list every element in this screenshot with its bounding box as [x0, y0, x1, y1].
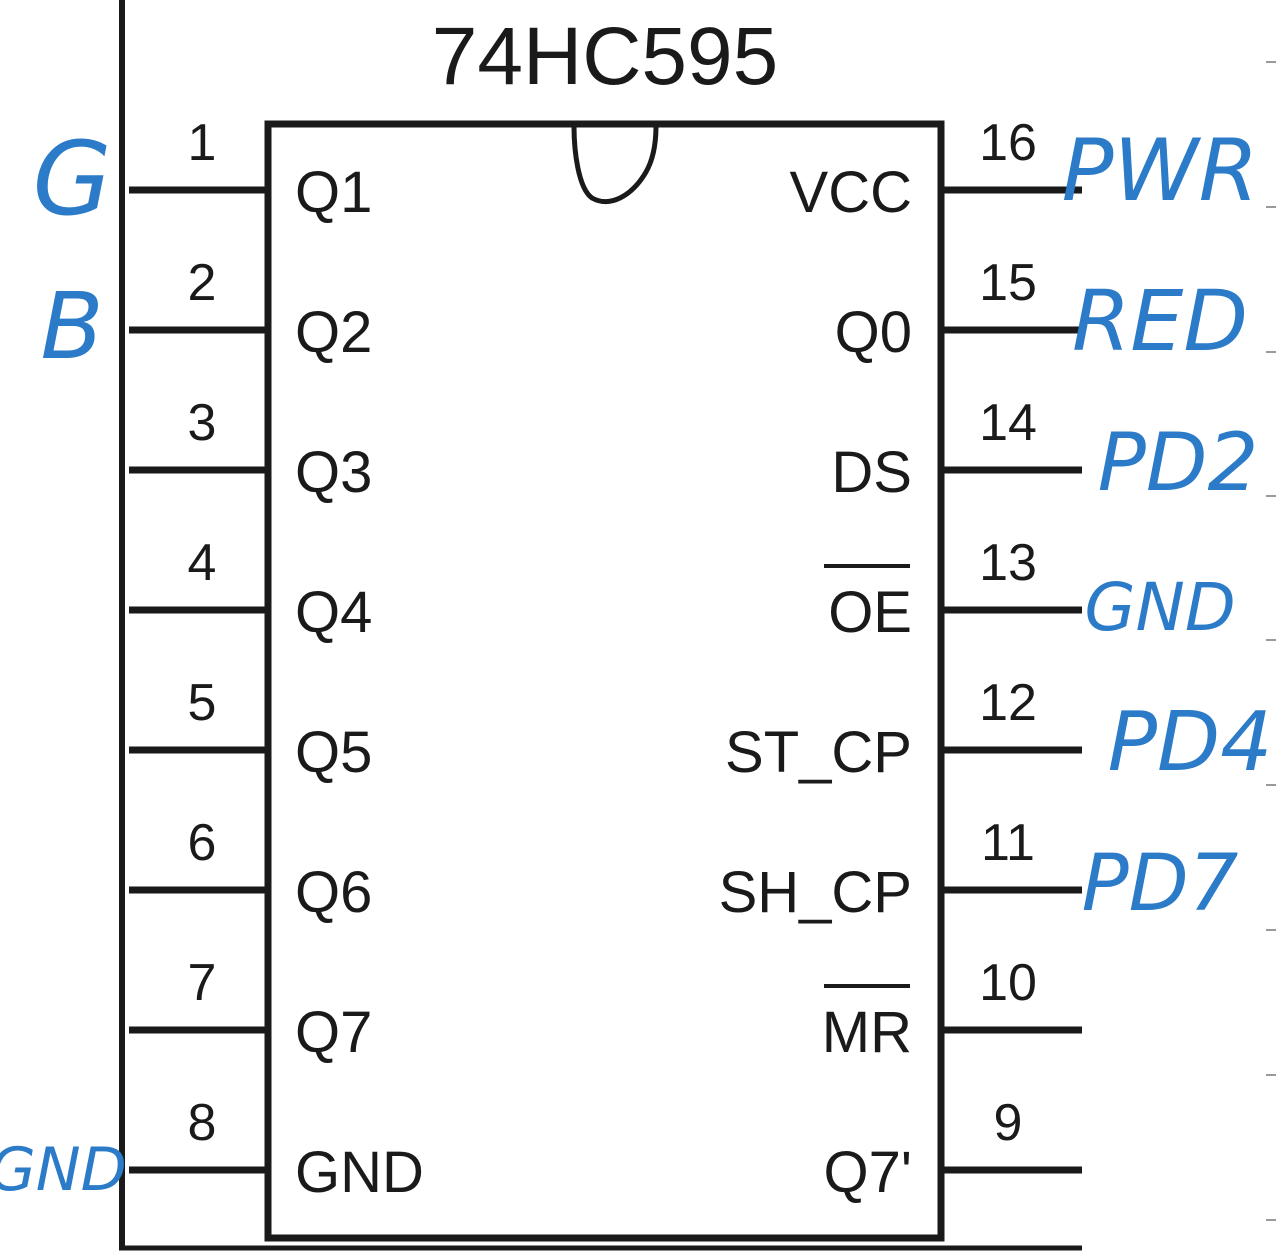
edge-ticks — [1266, 61, 1276, 1221]
pin-name: Q3 — [295, 440, 372, 505]
pin-name: DS — [831, 440, 912, 505]
pin-annotation: PD7 — [1082, 839, 1239, 929]
pin-number: 16 — [979, 114, 1037, 172]
pin-name: Q1 — [295, 160, 372, 225]
pin-2: 2 Q2 B — [40, 254, 372, 380]
pin-number: 12 — [979, 674, 1037, 732]
pin-11: 11 SH_CP PD7 — [719, 814, 1239, 929]
pin-annotation: PD2 — [1098, 416, 1259, 509]
chip-body — [264, 120, 945, 1242]
pin-name: OE — [828, 580, 912, 645]
pin-12: 12 ST_CP PD4 — [725, 674, 1272, 790]
pin-number: 14 — [979, 394, 1037, 452]
pin-annotation: G — [32, 120, 111, 239]
pin-annotation: GND — [0, 1135, 127, 1205]
pin-number: 11 — [981, 814, 1035, 872]
pin-4: 4 Q4 — [129, 534, 372, 645]
chip-title: 74HC595 — [432, 11, 778, 102]
pin-number: 4 — [188, 534, 217, 592]
orientation-notch — [571, 123, 659, 205]
pin-name: Q5 — [295, 720, 372, 785]
left-pins: 1 Q1 G 2 Q2 B 3 Q3 4 Q4 5 Q5 6 Q6 7 Q7 8 GND GND — [0, 114, 424, 1205]
pin-15: 15 Q0 RED — [835, 254, 1248, 370]
pin-5: 5 Q5 — [129, 674, 372, 785]
pin-14: 14 DS PD2 — [831, 394, 1258, 509]
pin-number: 10 — [979, 954, 1037, 1012]
pin-number: 15 — [979, 254, 1037, 312]
pin-annotation: RED — [1072, 272, 1248, 370]
pin-name: ST_CP — [725, 720, 912, 785]
pin-3: 3 Q3 — [129, 394, 372, 505]
pin-number: 7 — [188, 954, 217, 1012]
pin-number: 13 — [979, 534, 1037, 592]
pin-16: 16 VCC PWR — [790, 114, 1259, 225]
pin-name: Q6 — [295, 860, 372, 925]
pin-name: Q7' — [824, 1140, 912, 1205]
pin-number: 5 — [188, 674, 217, 732]
pin-number: 1 — [188, 114, 217, 172]
pin-9: 9 Q7' — [824, 1094, 1082, 1205]
pin-8: 8 GND GND — [0, 1094, 424, 1205]
pin-10: 10 MR — [822, 954, 1082, 1065]
pin-name: VCC — [790, 160, 912, 225]
pin-7: 7 Q7 — [129, 954, 372, 1065]
pin-number: 9 — [994, 1094, 1023, 1152]
pin-1: 1 Q1 G — [32, 114, 372, 239]
pin-name: Q4 — [295, 580, 372, 645]
pin-name: Q2 — [295, 300, 372, 365]
pin-13: 13 OE GND — [824, 534, 1236, 646]
pin-annotation: GND — [1084, 569, 1235, 646]
pin-annotation: PD4 — [1108, 695, 1273, 790]
pin-annotation: PWR — [1062, 121, 1259, 221]
pin-name: SH_CP — [719, 860, 912, 925]
pin-number: 8 — [188, 1094, 217, 1152]
pin-name: MR — [822, 1000, 912, 1065]
pin-name: Q0 — [835, 300, 912, 365]
pin-name: GND — [295, 1140, 424, 1205]
pin-annotation: B — [40, 273, 103, 380]
pin-name: Q7 — [295, 1000, 372, 1065]
pin-number: 3 — [188, 394, 217, 452]
pin-number: 6 — [188, 814, 217, 872]
pin-number: 2 — [188, 254, 217, 312]
pin-6: 6 Q6 — [129, 814, 372, 925]
